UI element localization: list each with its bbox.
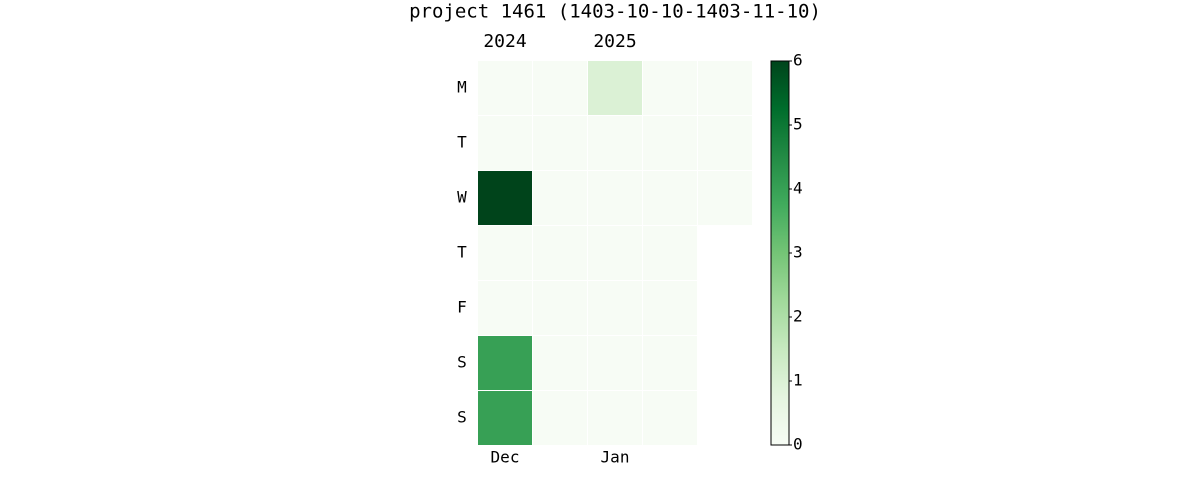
cell bbox=[533, 336, 587, 390]
row-label: W bbox=[457, 188, 467, 207]
colorbar-tick-label: 4 bbox=[793, 179, 803, 198]
cell bbox=[478, 391, 532, 445]
cell bbox=[533, 226, 587, 280]
cell bbox=[478, 116, 532, 170]
colorbar-tick-label: 5 bbox=[793, 115, 803, 134]
cell bbox=[533, 171, 587, 225]
cell bbox=[643, 336, 697, 390]
row-label: S bbox=[457, 408, 467, 427]
cell bbox=[588, 391, 642, 445]
cell bbox=[643, 116, 697, 170]
cell bbox=[533, 116, 587, 170]
cell bbox=[588, 336, 642, 390]
row-label: F bbox=[457, 298, 467, 317]
cell bbox=[698, 61, 752, 115]
cell bbox=[588, 171, 642, 225]
cell bbox=[478, 61, 532, 115]
cell bbox=[533, 391, 587, 445]
year-label: 2024 bbox=[483, 31, 526, 52]
colorbar-tick-label: 1 bbox=[793, 371, 803, 390]
row-label: T bbox=[457, 243, 467, 262]
cell bbox=[643, 61, 697, 115]
year-label: 2025 bbox=[593, 31, 636, 52]
colorbar-tick-label: 0 bbox=[793, 435, 803, 454]
cell bbox=[588, 281, 642, 335]
row-label: T bbox=[457, 133, 467, 152]
cell bbox=[478, 281, 532, 335]
chart-title: project 1461 (1403-10-10-1403-11-10) bbox=[409, 1, 821, 23]
cell bbox=[533, 281, 587, 335]
cell bbox=[588, 226, 642, 280]
row-label: S bbox=[457, 353, 467, 372]
cell bbox=[533, 61, 587, 115]
cell bbox=[698, 171, 752, 225]
cell bbox=[478, 171, 532, 225]
cell bbox=[643, 281, 697, 335]
colorbar bbox=[770, 60, 790, 446]
cell bbox=[478, 336, 532, 390]
cell bbox=[588, 61, 642, 115]
cell bbox=[478, 226, 532, 280]
cell bbox=[698, 116, 752, 170]
cell bbox=[588, 116, 642, 170]
colorbar-tick-label: 3 bbox=[793, 243, 803, 262]
month-label: Dec bbox=[491, 448, 520, 467]
cell bbox=[643, 391, 697, 445]
month-label: Jan bbox=[601, 448, 630, 467]
row-label: M bbox=[457, 78, 467, 97]
cell bbox=[643, 171, 697, 225]
colorbar-tick-label: 2 bbox=[793, 307, 803, 326]
colorbar-tick-label: 6 bbox=[793, 51, 803, 70]
cell bbox=[643, 226, 697, 280]
